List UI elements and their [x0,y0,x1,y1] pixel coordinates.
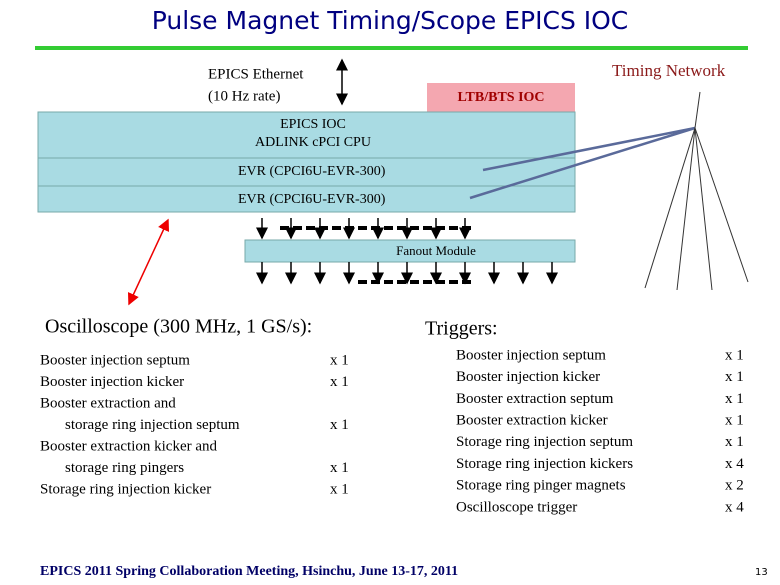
scope-count: x 1 [330,352,349,368]
scope-item: Storage ring injection kicker [40,481,211,497]
lists: Booster injection septum x 1 Booster injec… [40,347,744,515]
scope-link [127,218,170,306]
ioc-box [37,111,576,213]
evr-label: EVR (CPCI6U-EVR-300) [238,164,386,179]
slide-title: Pulse Magnet Timing/Scope EPICS IOC [152,6,629,35]
timing-links [469,126,696,200]
trigger-item: Storage ring injection septum [456,434,633,450]
trigger-item: Booster injection septum [456,347,606,363]
fanout-label: Fanout Module [396,243,476,258]
trigger-count: x 4 [725,499,744,515]
scope-item: storage ring pingers [65,460,184,476]
scope-item: Booster injection septum [40,352,190,368]
scope-count: x 1 [330,460,349,476]
trigger-item: Storage ring pinger magnets [456,478,626,494]
up-arrows [256,218,471,240]
scope-item: Booster extraction and [40,395,176,411]
scope-count: x 1 [330,374,349,390]
trigger-count: x 4 [725,456,744,472]
trigger-item: Booster injection kicker [456,369,600,385]
trigger-item: Booster extraction septum [456,391,614,407]
ethernet-label: EPICS Ethernet [208,66,304,82]
ethernet-label: (10 Hz rate) [208,88,280,104]
scope-item: Booster extraction kicker and [40,438,218,454]
timing-network-label: Timing Network [612,61,726,80]
trigger-count: x 1 [725,347,744,363]
scope-item: storage ring injection septum [65,417,240,433]
triggers-heading: Triggers: [425,318,498,340]
trigger-count: x 1 [725,369,744,385]
page-number: 13 [755,567,768,578]
ltb-bts-box [427,83,575,112]
trigger-count: x 1 [725,413,744,429]
scope-count: x 1 [330,481,349,497]
timing-fanout [644,91,749,291]
ltb-bts-label: LTB/BTS IOC [457,90,544,105]
scope-item: Booster injection kicker [40,374,184,390]
ioc-label: ADLINK cPCI CPU [255,135,371,150]
evr-label: EVR (CPCI6U-EVR-300) [238,192,386,207]
trigger-count: x 1 [725,434,744,450]
scope-heading: Oscilloscope (300 MHz, 1 GS/s): [45,316,312,338]
trigger-count: x 2 [725,478,744,494]
trigger-item: Booster extraction kicker [456,413,608,429]
down-arrows [256,262,558,285]
trigger-count: x 1 [725,391,744,407]
trigger-item: Storage ring injection kickers [456,456,633,472]
ioc-label: EPICS IOC [280,117,346,132]
fanout-box [244,239,576,263]
scope-count: x 1 [330,417,349,433]
trigger-item: Oscilloscope trigger [456,499,577,515]
footer: EPICS 2011 Spring Collaboration Meeting,… [40,564,458,579]
